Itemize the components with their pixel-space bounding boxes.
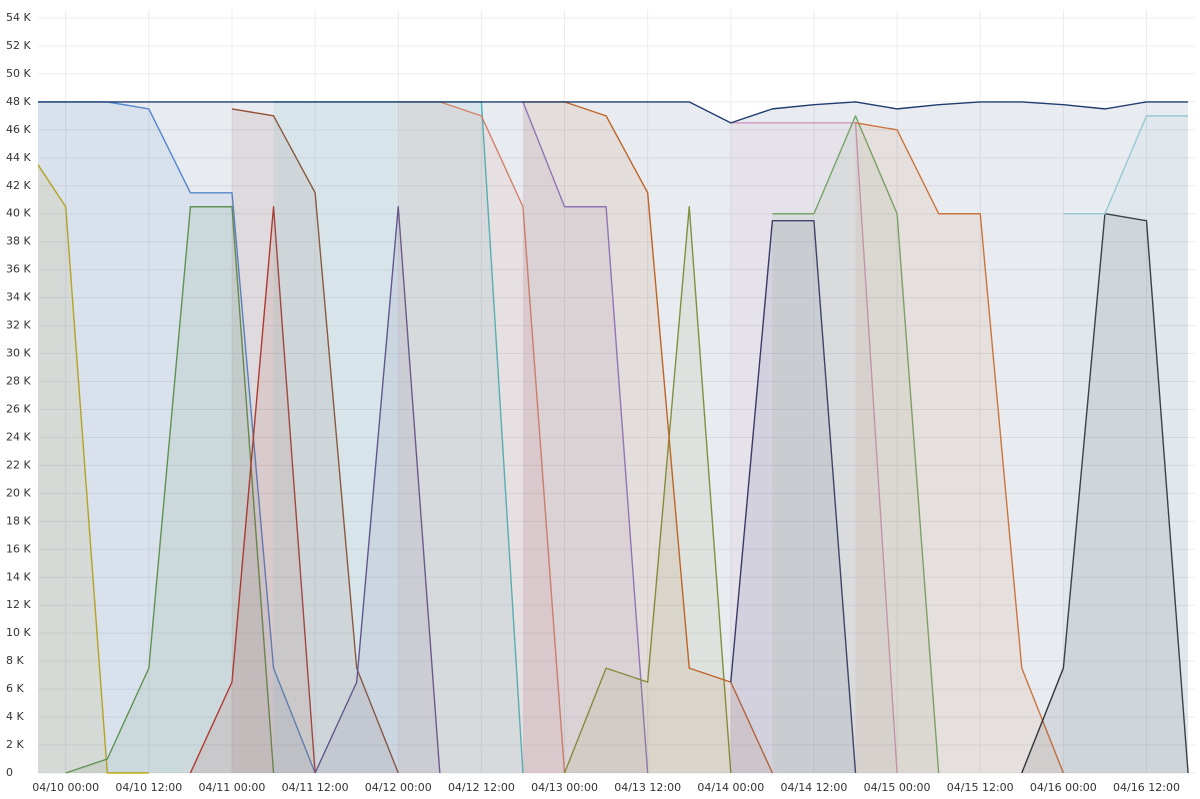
y-tick-label: 52 K [6, 39, 31, 52]
y-tick-label: 46 K [6, 123, 31, 136]
series-area [65, 206, 274, 773]
y-tick-label: 2 K [6, 738, 24, 751]
series-line [522, 101, 649, 774]
y-tick-label: 40 K [6, 207, 31, 220]
series-line [38, 163, 149, 774]
y-tick-label: 16 K [6, 542, 31, 555]
y-tick-label: 22 K [6, 458, 31, 471]
y-tick-label: 50 K [6, 67, 31, 80]
y-tick-label: 4 K [6, 710, 24, 723]
y-tick-label: 0 [6, 766, 13, 779]
y-tick-label: 32 K [6, 319, 31, 332]
series-area [522, 101, 648, 773]
series-area [273, 101, 523, 773]
axes: 0 2 K 4 K 6 K 8 K 10 K 12 K 14 K 16 K 18 K 20 K 22 … [6, 11, 1180, 794]
series-line [730, 122, 898, 774]
series-area [564, 206, 731, 773]
y-tick-label: 42 K [6, 179, 31, 192]
series-line [1063, 115, 1189, 215]
y-tick-label: 28 K [6, 375, 31, 388]
series-area [315, 206, 440, 773]
x-tick-label: 04/11 00:00 [199, 781, 266, 794]
x-tick-label: 04/11 12:00 [282, 781, 349, 794]
y-tick-label: 18 K [6, 514, 31, 527]
series-line [855, 122, 1065, 774]
series-area [1021, 213, 1189, 774]
series-area [522, 101, 773, 773]
y-tick-label: 48 K [6, 95, 31, 108]
x-tick-label: 04/12 12:00 [448, 781, 515, 794]
series-area [38, 101, 1189, 773]
series-area [398, 101, 565, 773]
series-line [563, 206, 732, 774]
series-area [1063, 115, 1189, 774]
y-tick-label: 36 K [6, 263, 31, 276]
series-area [772, 115, 939, 774]
series-line [231, 108, 399, 774]
series-line [65, 206, 275, 774]
y-tick-label: 26 K [6, 402, 31, 415]
y-tick-label: 14 K [6, 570, 31, 583]
x-tick-label: 04/10 00:00 [32, 781, 99, 794]
x-tick-label: 04/13 12:00 [614, 781, 681, 794]
series-area [855, 122, 1064, 774]
series-line [772, 115, 940, 774]
series-area [730, 122, 898, 774]
x-tick-label: 04/12 00:00 [365, 781, 432, 794]
x-tick-label: 04/15 00:00 [864, 781, 931, 794]
series-line [189, 206, 316, 774]
y-tick-label: 12 K [6, 598, 31, 611]
series-area [231, 108, 399, 773]
x-tick-label: 04/10 12:00 [115, 781, 182, 794]
series-line [314, 206, 441, 774]
y-tick-label: 10 K [6, 626, 31, 639]
y-tick-label: 6 K [6, 682, 24, 695]
series-line [38, 101, 1189, 124]
x-tick-label: 04/15 12:00 [947, 781, 1014, 794]
plot-area [38, 101, 1189, 774]
x-tick-label: 04/14 00:00 [697, 781, 764, 794]
x-tick-label: 04/13 00:00 [531, 781, 598, 794]
y-tick-label: 24 K [6, 430, 31, 443]
y-tick-label: 8 K [6, 654, 24, 667]
x-tick-label: 04/16 12:00 [1113, 781, 1180, 794]
series-area [38, 101, 316, 773]
x-tick-label: 04/16 00:00 [1030, 781, 1097, 794]
x-tick-label: 04/14 12:00 [780, 781, 847, 794]
y-tick-label: 20 K [6, 486, 31, 499]
y-tick-label: 34 K [6, 291, 31, 304]
y-tick-label: 30 K [6, 347, 31, 360]
y-tick-label: 54 K [6, 11, 31, 24]
series-line [730, 220, 857, 774]
y-tick-label: 38 K [6, 235, 31, 248]
series-area [38, 164, 149, 773]
y-tick-label: 44 K [6, 151, 31, 164]
